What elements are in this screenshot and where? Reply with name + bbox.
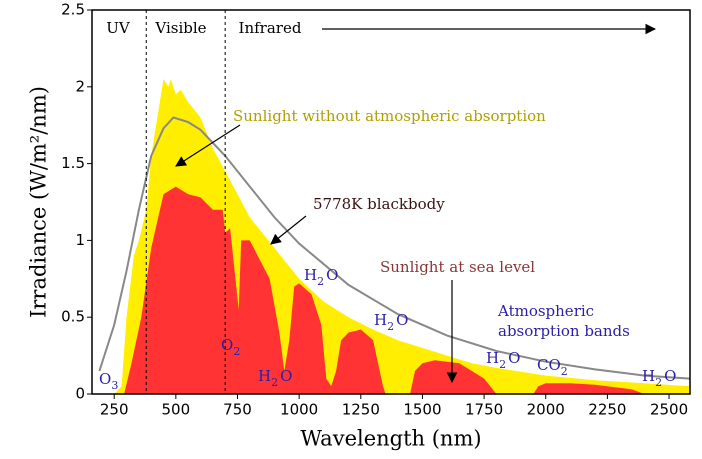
x-tick-label: 1750 bbox=[465, 401, 503, 419]
region-label: Infrared bbox=[239, 19, 302, 37]
molecule-part: 2 bbox=[387, 320, 394, 333]
x-axis-title: Wavelength (nm) bbox=[300, 427, 481, 451]
molecule-part: 2 bbox=[233, 345, 240, 358]
molecule-part: CO bbox=[537, 356, 561, 374]
molecule-part: 2 bbox=[317, 275, 324, 288]
molecule-part: O bbox=[508, 349, 520, 367]
molecule-part: H bbox=[486, 349, 499, 367]
y-tick-label: 1 bbox=[75, 231, 85, 249]
x-tick-label: 1000 bbox=[280, 401, 318, 419]
y-tick-label: 0 bbox=[75, 385, 85, 403]
molecule-label: CO2 bbox=[537, 356, 568, 378]
annotation: absorption bands bbox=[498, 322, 630, 340]
molecule-label: H2 O bbox=[258, 367, 292, 389]
x-tick-label: 750 bbox=[223, 401, 252, 419]
molecule-part: 2 bbox=[561, 365, 568, 378]
annotation: Sunlight without atmospheric absorption bbox=[233, 107, 546, 125]
molecule-label: H2 O bbox=[304, 266, 338, 288]
molecule-part: O bbox=[396, 311, 408, 329]
y-axis-title: Irradiance (W/m²/nm) bbox=[27, 86, 51, 318]
y-tick-label: 1.5 bbox=[61, 154, 85, 172]
annotation: 5778K blackbody bbox=[313, 195, 445, 213]
molecule-part: 2 bbox=[655, 376, 662, 389]
molecule-part: O bbox=[221, 336, 233, 354]
molecule-part: 3 bbox=[111, 379, 118, 392]
molecule-part: H bbox=[374, 311, 387, 329]
x-tick-label: 500 bbox=[162, 401, 191, 419]
line bbox=[98, 116, 691, 380]
molecule-part: O bbox=[326, 266, 338, 284]
molecule-label: H2 O bbox=[374, 311, 408, 333]
y-tick-label: 0.5 bbox=[61, 308, 85, 326]
molecule-part: H bbox=[304, 266, 317, 284]
x-tick-label: 2250 bbox=[588, 401, 626, 419]
molecule-label: O3 bbox=[99, 370, 118, 392]
molecule-label: O2 bbox=[221, 336, 240, 358]
annotation: Atmospheric bbox=[497, 302, 594, 320]
x-tick-label: 2500 bbox=[650, 401, 688, 419]
annotation: Sunlight at sea level bbox=[380, 258, 535, 276]
annotation-arrow bbox=[270, 215, 307, 245]
molecule-label: H2 O bbox=[642, 367, 676, 389]
molecule-part: 2 bbox=[271, 376, 278, 389]
molecule-part: O bbox=[664, 367, 676, 385]
molecule-part: H bbox=[258, 367, 271, 385]
y-tick-label: 2.5 bbox=[61, 1, 85, 19]
molecule-part: H bbox=[642, 367, 655, 385]
region-label: Visible bbox=[154, 19, 206, 37]
x-tick-label: 250 bbox=[100, 401, 129, 419]
molecule-label: H2 O bbox=[486, 349, 520, 371]
y-tick-label: 2 bbox=[75, 77, 85, 95]
annotation-arrow bbox=[175, 124, 241, 167]
x-tick-label: 1250 bbox=[342, 401, 380, 419]
region-label: UV bbox=[106, 19, 131, 37]
x-tick-label: 2000 bbox=[527, 401, 565, 419]
x-tick-label: 1500 bbox=[403, 401, 441, 419]
molecule-part: 2 bbox=[499, 358, 506, 371]
plot-frame bbox=[91, 9, 691, 395]
area bbox=[124, 186, 691, 394]
molecule-part: O bbox=[99, 370, 111, 388]
plot-area bbox=[98, 10, 691, 394]
molecule-part: O bbox=[280, 367, 292, 385]
